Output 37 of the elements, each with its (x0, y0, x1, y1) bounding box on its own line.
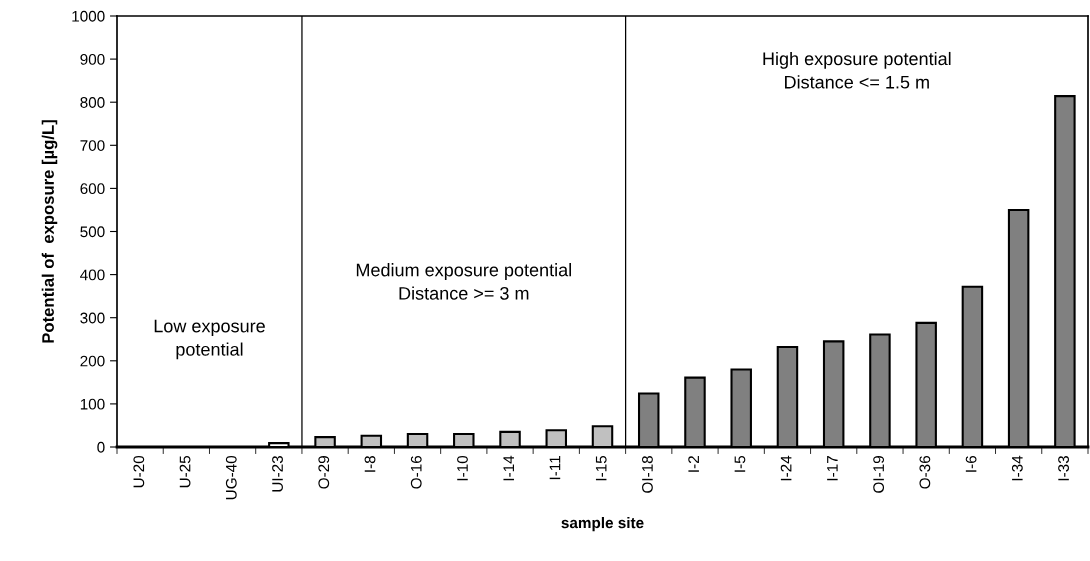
y-tick-label: 600 (80, 183, 105, 195)
y-tick-label: 1000 (72, 10, 105, 22)
x-axis-title: sample site (561, 517, 644, 532)
annotation: High exposure potential Distance <= 1.5 m (763, 51, 951, 89)
x-tick-label: UI-23 (272, 456, 283, 492)
x-tick-label: I-11 (549, 456, 561, 480)
x-tick-label: U-20 (133, 455, 145, 488)
y-tick-label: 500 (80, 226, 105, 238)
y-tick-label: 200 (80, 355, 105, 367)
x-tick-label: I-6 (965, 456, 977, 472)
x-tick-label: I-33 (1058, 456, 1069, 481)
x-tick-label: I-14 (503, 455, 514, 481)
annotation: Low exposure potential (154, 319, 265, 360)
x-tick-label: OI-18 (642, 455, 653, 493)
x-tick-label: I-24 (780, 455, 792, 481)
y-tick-label: 700 (80, 140, 105, 151)
y-tick-label: 0 (97, 441, 105, 453)
y-tick-label: 900 (80, 53, 105, 65)
x-tick-label: I-17 (827, 456, 838, 481)
annotation: Medium exposure potential Distance >= 3 m (356, 263, 571, 300)
x-tick-label: I-10 (457, 455, 468, 481)
x-tick-label: I-8 (364, 456, 376, 472)
x-tick-label: UG-40 (225, 455, 237, 500)
x-tick-label: O-36 (919, 456, 931, 489)
x-tick-label: I-15 (595, 455, 607, 481)
x-tick-label: OI-19 (873, 456, 885, 493)
y-tick-label: 100 (80, 398, 105, 410)
x-tick-label: O-29 (318, 456, 330, 489)
y-tick-label: 400 (80, 269, 105, 281)
x-tick-label: I-2 (688, 456, 699, 472)
y-tick-label: 800 (80, 97, 105, 108)
x-tick-label: I-34 (1011, 455, 1023, 481)
x-tick-label: I-5 (734, 455, 746, 472)
y-axis-title: Potential of exposure [µg/L] (41, 120, 58, 343)
x-tick-label: O-16 (410, 456, 422, 489)
x-tick-label: U-25 (179, 455, 191, 488)
y-tick-label: 300 (80, 312, 105, 324)
